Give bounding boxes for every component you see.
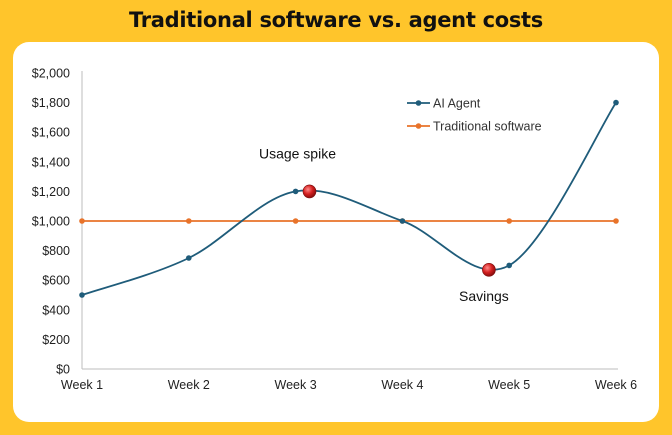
data-point-traditional-software xyxy=(292,218,299,224)
annotations: Usage spike Savings xyxy=(259,145,509,303)
data-point-traditional-software xyxy=(613,218,619,224)
x-tick-label: Week 1 xyxy=(61,378,103,392)
y-tick-label: $2,000 xyxy=(32,67,70,81)
y-tick-label: $1,400 xyxy=(32,155,70,169)
annotation-marker xyxy=(302,184,317,199)
data-point-ai-agent xyxy=(613,99,619,106)
series-group xyxy=(79,99,619,298)
y-tick-label: $1,800 xyxy=(32,96,70,110)
legend-marker-ai-agent xyxy=(415,100,422,106)
y-tick-label: $1,000 xyxy=(32,215,70,229)
y-tick-label: $1,600 xyxy=(32,126,70,140)
data-point-ai-agent xyxy=(399,218,406,224)
chart-title: Traditional software vs. agent costs xyxy=(129,8,543,32)
annotation-label: Savings xyxy=(459,288,509,304)
x-tick-label: Week 4 xyxy=(381,378,423,392)
legend: AI Agent Traditional software xyxy=(407,97,542,134)
y-tick-label: $800 xyxy=(42,244,70,258)
legend-label-traditional-software: Traditional software xyxy=(433,120,542,134)
axes xyxy=(81,71,618,370)
data-point-ai-agent xyxy=(506,262,512,269)
y-tick-label: $1,200 xyxy=(32,185,70,199)
data-point-traditional-software xyxy=(506,218,512,224)
y-tick-label: $0 xyxy=(56,363,70,377)
y-tick-label: $600 xyxy=(42,274,70,288)
x-tick-label: Week 5 xyxy=(488,378,530,392)
x-tick-label: Week 2 xyxy=(168,378,210,392)
annotation-marker xyxy=(482,263,496,277)
data-point-traditional-software xyxy=(186,218,192,224)
data-point-ai-agent xyxy=(79,292,85,298)
y-tick-label: $400 xyxy=(42,303,70,317)
data-point-ai-agent xyxy=(292,188,299,195)
y-tick-label: $200 xyxy=(42,333,70,347)
chart-card xyxy=(13,42,659,422)
x-axis-ticks: Week 1 Week 2 Week 3 Week 4 Week 5 Week 6 xyxy=(61,378,637,392)
annotation-label: Usage spike xyxy=(259,145,336,161)
x-tick-label: Week 3 xyxy=(275,378,317,392)
x-tick-label: Week 6 xyxy=(595,378,637,392)
y-axis-ticks: $0 $200 $400 $600 $800 $1,000 $1,200 $1,400 $1,6… xyxy=(32,67,70,377)
legend-marker-traditional-software xyxy=(415,123,422,129)
data-point-ai-agent xyxy=(186,255,192,261)
data-point-traditional-software xyxy=(79,218,85,224)
legend-label-ai-agent: AI Agent xyxy=(433,97,481,111)
